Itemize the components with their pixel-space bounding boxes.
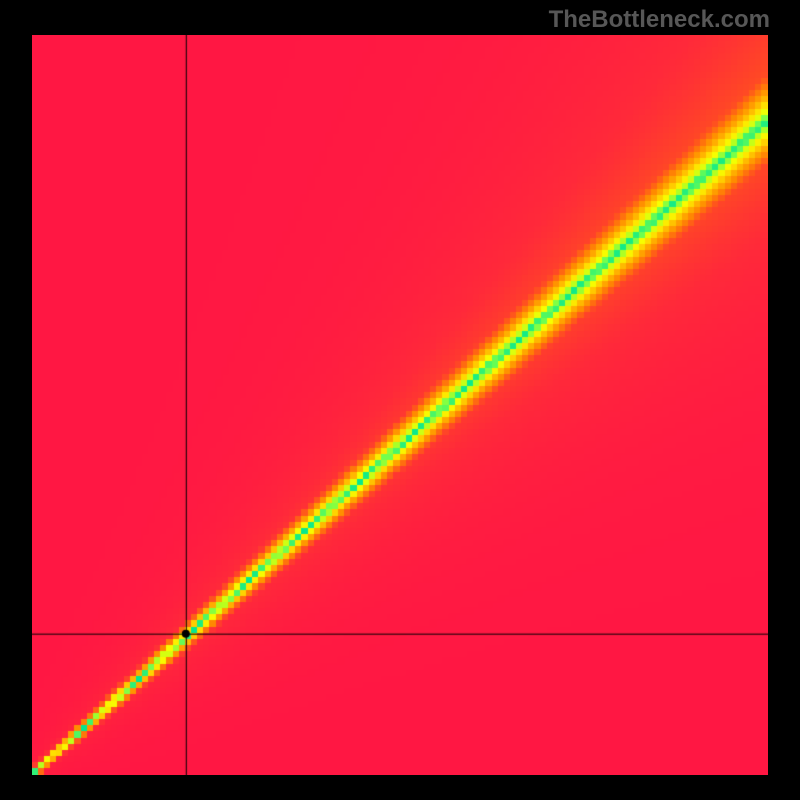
- bottleneck-heatmap: [32, 35, 768, 775]
- watermark-text: TheBottleneck.com: [549, 6, 770, 34]
